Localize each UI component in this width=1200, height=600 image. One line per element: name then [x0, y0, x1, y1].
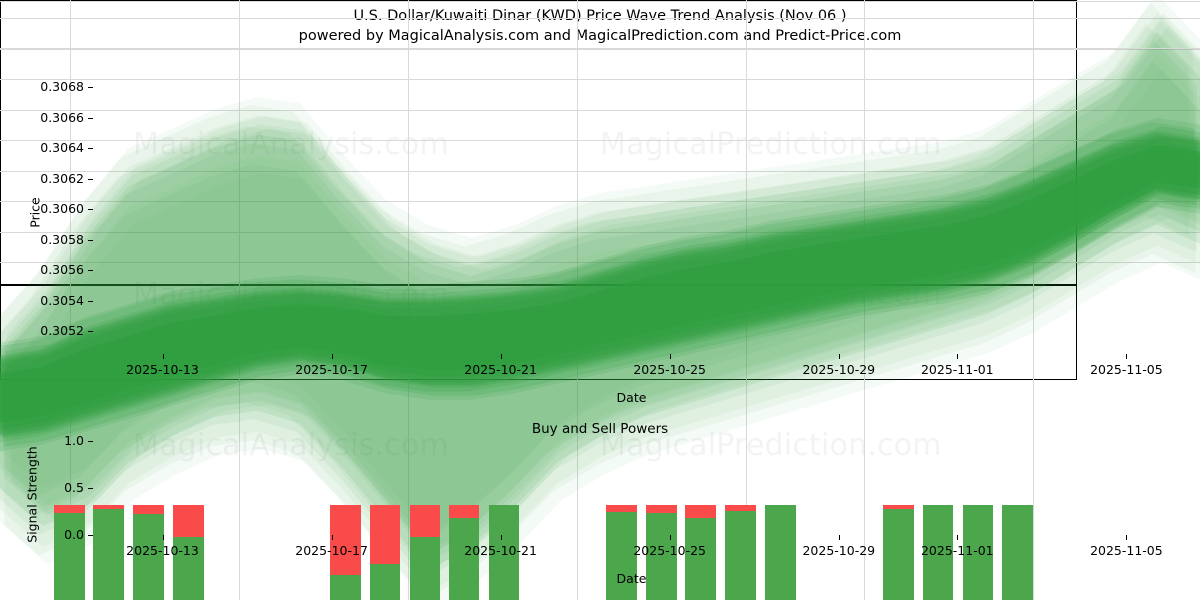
- x-tick-mark: [162, 535, 164, 540]
- y-tick-mark: [88, 178, 93, 180]
- page-subtitle: powered by MagicalAnalysis.com and Magic…: [298, 28, 902, 44]
- y-tick-label: 0.3060: [40, 201, 84, 217]
- x-tick-mark: [669, 535, 671, 540]
- x-tick-label: 2025-10-29: [802, 362, 876, 377]
- x-tick-mark: [957, 354, 959, 359]
- x-tick-mark: [838, 535, 840, 540]
- wave-band-polygon: [0, 130, 1200, 433]
- x-tick-label: 2025-10-13: [126, 362, 199, 377]
- page-title: U.S. Dollar/Kuwaiti Dinar (KWD) Price Wa…: [353, 8, 847, 24]
- y-tick-mark: [88, 534, 93, 536]
- y-tick-mark: [88, 148, 93, 150]
- x-tick-mark: [669, 354, 671, 359]
- wave-band-polygon: [0, 2, 1194, 542]
- y-tick-label: 0.3066: [40, 109, 84, 125]
- y-tick-label: 0.0: [64, 526, 84, 542]
- x-tick-mark: [331, 354, 333, 359]
- title-block: U.S. Dollar/Kuwaiti Dinar (KWD) Price Wa…: [0, 6, 1200, 46]
- gridline-horizontal: [0, 262, 1200, 264]
- x-tick-label: 2025-10-13: [126, 543, 199, 558]
- price-wave-y-axis-title: Price: [27, 197, 43, 228]
- y-tick-mark: [88, 270, 93, 272]
- y-tick-mark: [88, 239, 93, 241]
- x-tick-mark: [500, 354, 502, 359]
- x-tick-label: 2025-10-29: [802, 543, 876, 558]
- y-tick-mark: [88, 331, 93, 333]
- x-tick-label: 2025-11-01: [920, 362, 994, 377]
- wave-band-polygon: [0, 13, 1200, 553]
- y-tick-label: 0.3052: [40, 323, 84, 339]
- x-tick-mark: [1126, 354, 1128, 359]
- buy-sell-powers-x-axis-title: Date: [616, 571, 647, 586]
- wave-band-polygon: [5, 126, 1200, 429]
- wave-band-polygon: [2, 136, 1200, 439]
- y-tick-mark: [88, 440, 93, 442]
- buy-sell-powers-title: Buy and Sell Powers: [531, 421, 669, 437]
- x-tick-label: 2025-10-17: [295, 543, 368, 558]
- y-tick-mark: [88, 209, 93, 211]
- wave-band-polygon: [0, 117, 1200, 420]
- gridline-horizontal: [0, 140, 1200, 142]
- gridline-vertical: [1033, 0, 1035, 600]
- x-tick-mark: [500, 535, 502, 540]
- price-wave-x-axis-title: Date: [616, 390, 647, 405]
- x-tick-mark: [957, 535, 959, 540]
- y-tick-label: 1.0: [64, 432, 84, 448]
- x-tick-label: 2025-10-21: [464, 543, 537, 558]
- x-tick-mark: [1126, 535, 1128, 540]
- gridline-horizontal: [0, 18, 1200, 20]
- x-tick-label: 2025-11-05: [1090, 543, 1163, 558]
- y-tick-label: 0.3054: [40, 292, 84, 308]
- gridline-horizontal: [0, 201, 1200, 203]
- y-tick-mark: [88, 117, 93, 119]
- gridline-horizontal: [0, 79, 1200, 81]
- y-tick-label: 0.3068: [40, 79, 84, 95]
- wave-band-polygon: [0, 134, 1200, 437]
- gridline-vertical: [69, 0, 71, 600]
- gridline-horizontal: [0, 109, 1200, 111]
- gridline-vertical: [238, 0, 240, 600]
- x-tick-label: 2025-11-05: [1090, 362, 1163, 377]
- x-tick-label: 2025-10-25: [633, 362, 707, 377]
- wave-band-polygon: [0, 132, 1198, 434]
- y-tick-mark: [88, 87, 93, 89]
- y-tick-label: 0.3058: [40, 231, 84, 247]
- gridline-vertical: [864, 0, 866, 600]
- y-tick-label: 0.3064: [40, 140, 84, 156]
- wave-band-polygon: [6, 13, 1200, 553]
- x-tick-label: 2025-10-21: [464, 362, 537, 377]
- x-tick-label: 2025-10-17: [295, 362, 368, 377]
- gridline-vertical: [407, 0, 409, 600]
- y-tick-mark: [88, 487, 93, 489]
- x-tick-mark: [162, 354, 164, 359]
- gridline-horizontal: [0, 170, 1200, 172]
- y-tick-label: 0.5: [64, 479, 84, 495]
- y-tick-label: 0.3062: [40, 170, 84, 186]
- y-tick-label: 0.3056: [40, 262, 84, 278]
- x-tick-label: 2025-10-25: [633, 543, 707, 558]
- x-tick-mark: [838, 354, 840, 359]
- buy-sell-powers-y-axis-title: Signal Strength: [24, 446, 40, 543]
- gridline-horizontal: [0, 48, 1200, 50]
- x-tick-label: 2025-11-01: [920, 543, 994, 558]
- y-tick-mark: [88, 300, 93, 302]
- x-tick-mark: [331, 535, 333, 540]
- wave-band-polygon: [0, 122, 1195, 423]
- wave-band-polygon: [0, 0, 1200, 534]
- gridline-horizontal: [0, 231, 1200, 233]
